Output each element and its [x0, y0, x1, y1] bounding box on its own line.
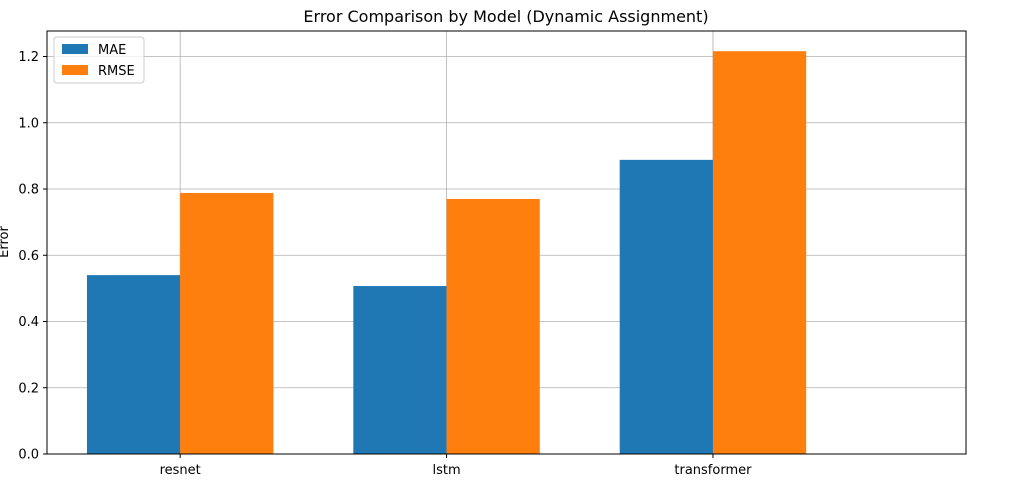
bar-rmse-transformer [712, 51, 807, 454]
legend: MAE RMSE [53, 36, 145, 84]
y-tick-label: 1.0 [18, 116, 39, 131]
y-axis-label: Error [0, 226, 12, 258]
legend-label-rmse: RMSE [98, 64, 135, 79]
bar-mae-lstm [353, 286, 447, 454]
bar-rmse-lstm [446, 198, 540, 454]
y-tick-label: 0.2 [18, 381, 39, 396]
chart-title: Error Comparison by Model (Dynamic Assig… [303, 7, 708, 26]
bar-rmse-resnet [180, 192, 274, 454]
y-tick-label: 0.4 [18, 315, 39, 330]
y-tick-label: 0.0 [18, 448, 39, 463]
bars [86, 51, 807, 454]
plot-frame [46, 30, 967, 455]
y-tick-label: 1.2 [18, 50, 39, 65]
legend-label-mae: MAE [98, 43, 126, 58]
x-tick-label-resnet: resnet [160, 463, 201, 478]
legend-swatch-mae [62, 44, 88, 54]
bar-mae-transformer [619, 159, 713, 454]
bar-mae-resnet [86, 275, 181, 454]
x-tick-label-transformer: transformer [674, 463, 752, 478]
axis-ticks: 0.0 0.2 0.4 0.6 0.8 1.0 1.2 resnet lstm transform… [18, 50, 752, 478]
y-tick-label: 0.8 [18, 183, 39, 198]
y-tick-label: 0.6 [18, 249, 39, 264]
x-tick-label-lstm: lstm [432, 463, 460, 478]
legend-swatch-rmse [62, 65, 88, 75]
